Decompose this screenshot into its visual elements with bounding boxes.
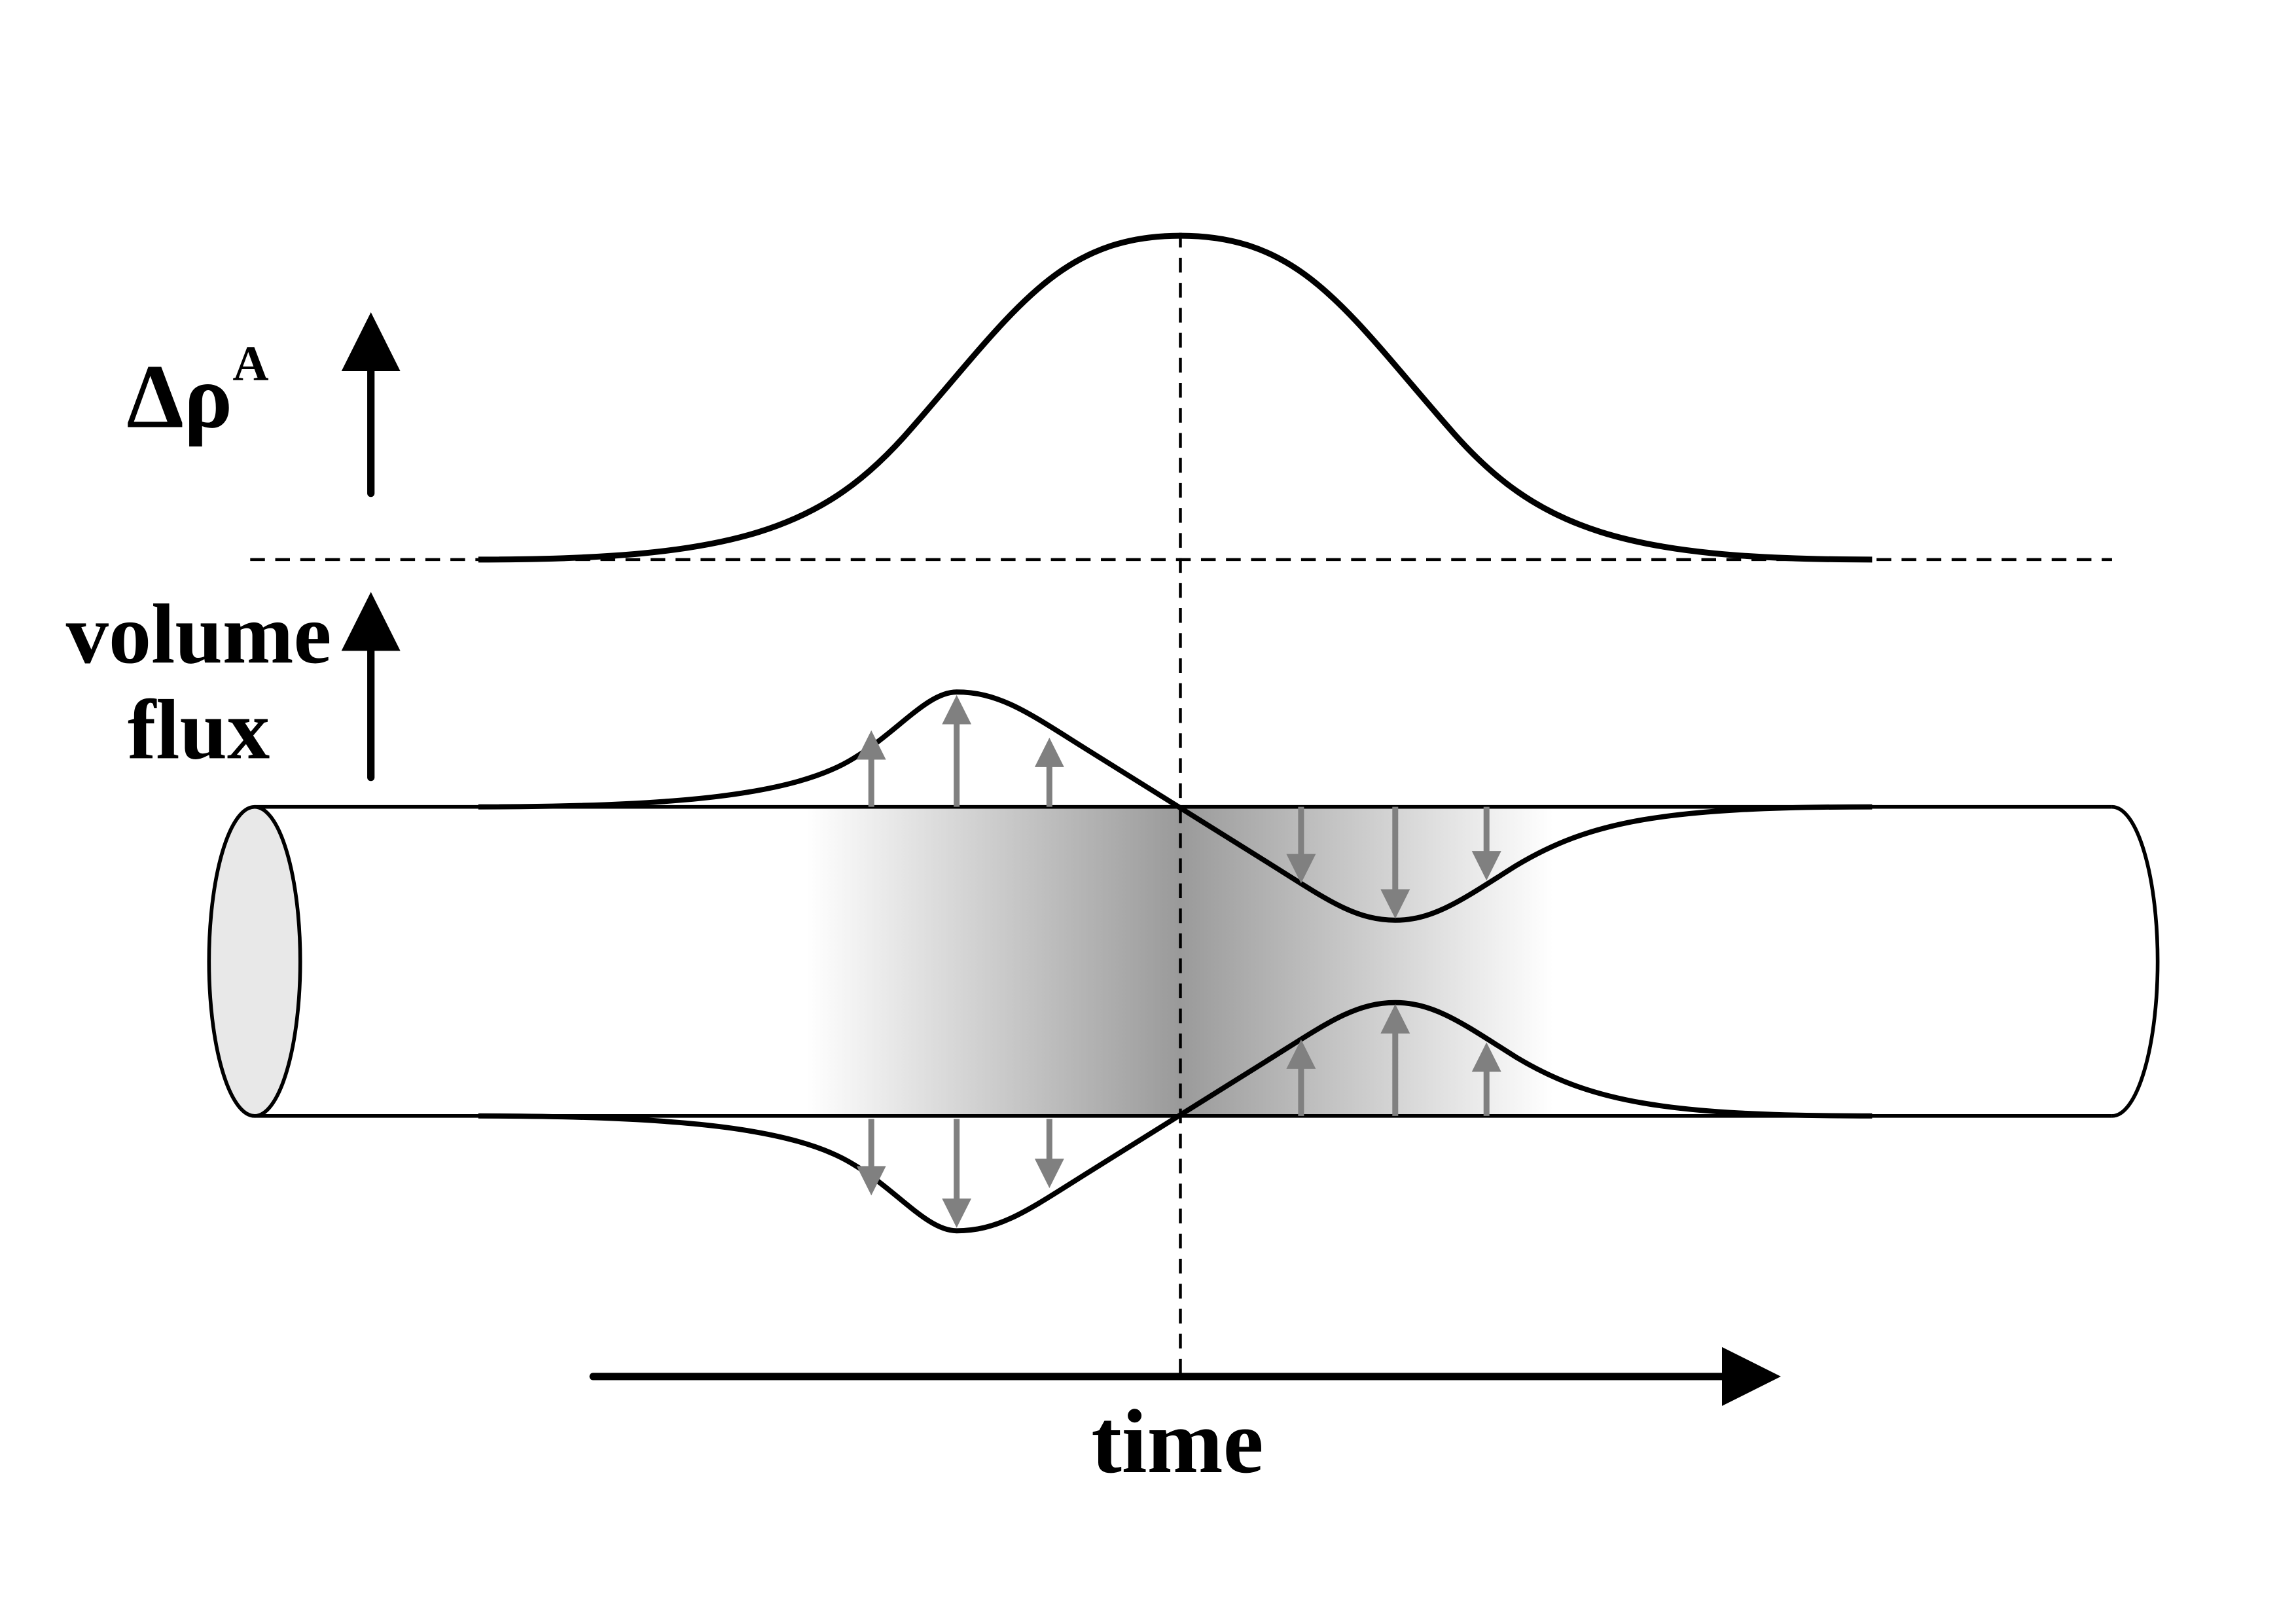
density-symbol: Δρ <box>126 346 232 447</box>
flux-label: flux <box>128 683 270 777</box>
tube-left-end <box>207 804 302 1118</box>
time-label: time <box>1091 1392 1263 1492</box>
density-label: ΔρA <box>126 336 268 448</box>
flux-curve-lower <box>478 1000 1873 1234</box>
density-superscript: A <box>232 336 268 391</box>
density-curve <box>478 232 1873 563</box>
flux-arrows <box>856 695 1501 1228</box>
flux-curve-upper <box>478 689 1873 923</box>
volume-label: volume <box>66 587 332 681</box>
tube-right-end <box>2111 804 2160 1118</box>
